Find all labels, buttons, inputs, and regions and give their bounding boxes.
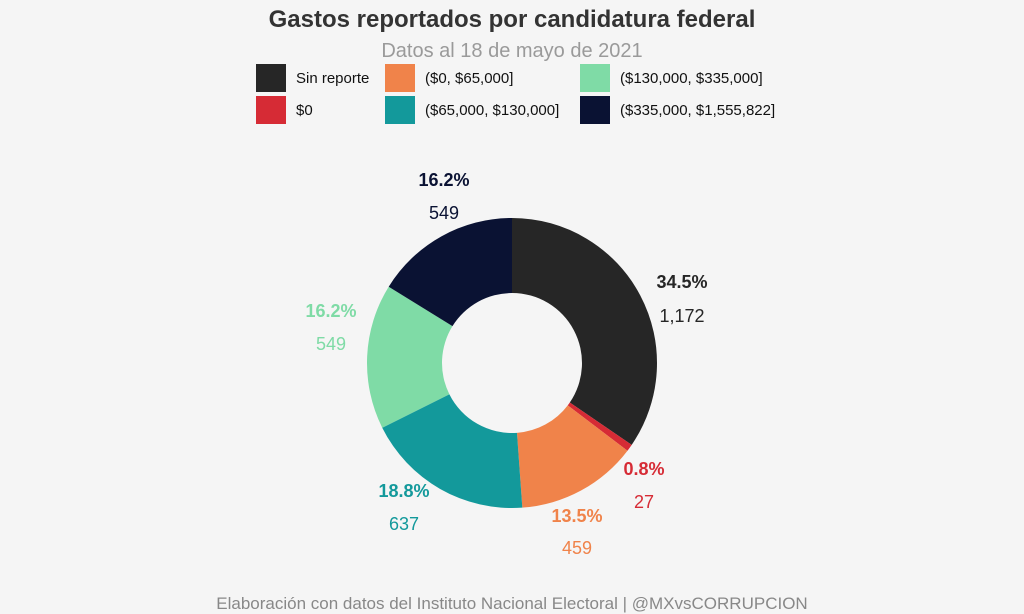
legend-swatch xyxy=(385,64,415,92)
legend-item-65000-130000: ($65,000, $130,000] xyxy=(385,96,559,124)
legend-item-sin-reporte: Sin reporte xyxy=(256,64,369,92)
legend-swatch xyxy=(580,96,610,124)
donut-slice xyxy=(388,218,512,327)
donut-slice xyxy=(367,286,453,428)
legend-swatch xyxy=(256,64,286,92)
legend-label: $0 xyxy=(296,101,313,119)
donut-slices xyxy=(367,218,657,508)
slice-percent-label: 13.5% xyxy=(551,506,602,526)
slice-percent-label: 18.8% xyxy=(378,481,429,501)
legend-label: ($335,000, $1,555,822] xyxy=(620,101,776,119)
donut-slice xyxy=(516,405,628,508)
slice-labels: 34.5% 1,172 0.8% 27 13.5% 459 18.8% 637 16.2% 549… xyxy=(305,170,707,558)
slice-percent-label: 16.2% xyxy=(418,170,469,190)
legend-item-0-65000: ($0, $65,000] xyxy=(385,64,513,92)
donut-slice xyxy=(512,218,657,445)
slice-percent-label: 0.8% xyxy=(623,459,664,479)
legend-label: ($0, $65,000] xyxy=(425,69,514,87)
donut-slice xyxy=(567,402,632,451)
legend-label: ($130,000, $335,000] xyxy=(620,69,763,87)
slice-count-label: 637 xyxy=(389,514,419,534)
slice-count-label: 549 xyxy=(316,334,346,354)
legend-item-335000-1555822: ($335,000, $1,555,822] xyxy=(580,96,775,124)
legend-item-zero: $0 xyxy=(256,96,313,124)
slice-count-label: 549 xyxy=(429,203,459,223)
slice-percent-label: 16.2% xyxy=(305,301,356,321)
legend-swatch xyxy=(256,96,286,124)
legend-swatch xyxy=(580,64,610,92)
chart-caption: Elaboración con datos del Instituto Naci… xyxy=(216,594,808,613)
legend-label: Sin reporte xyxy=(296,69,370,87)
legend-label: ($65,000, $130,000] xyxy=(425,101,560,119)
slice-count-label: 27 xyxy=(634,492,654,512)
legend: Sin reporte $0 ($0, $65,000] ($65,000, $… xyxy=(0,64,1024,128)
slice-count-label: 1,172 xyxy=(659,306,704,326)
chart-title: Gastos reportados por candidatura federa… xyxy=(268,6,756,33)
legend-item-130000-335000: ($130,000, $335,000] xyxy=(580,64,763,92)
chart-subtitle: Datos al 18 de mayo de 2021 xyxy=(381,40,643,62)
slice-percent-label: 34.5% xyxy=(656,272,707,292)
slice-count-label: 459 xyxy=(562,538,592,558)
donut-slice xyxy=(382,394,523,508)
legend-swatch xyxy=(385,96,415,124)
